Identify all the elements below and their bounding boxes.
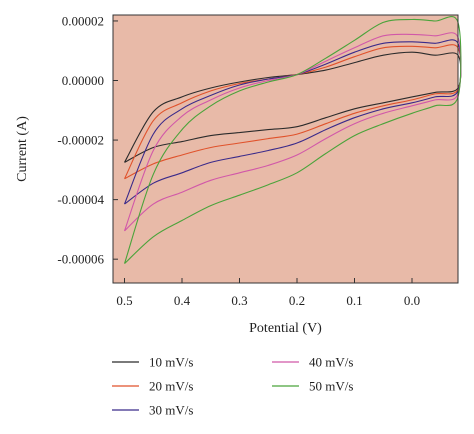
x-axis-title: Potential (V) [249,321,322,336]
legend: 10 mV/s 20 mV/s 30 mV/s 40 mV/s 50 mV/s [112,355,353,418]
legend-label: 50 mV/s [309,379,353,394]
y-tick-label: -0.00006 [57,252,104,267]
x-tick-label: 0.5 [116,293,132,308]
plot-area [113,15,458,283]
y-tick-label: -0.00004 [57,192,104,207]
x-axis: 0.5 0.4 0.3 0.2 0.1 0.0 [116,278,420,308]
y-axis: 0.00002 0.00000 -0.00002 -0.00004 -0.00006 [57,13,118,267]
legend-label: 40 mV/s [309,355,353,370]
x-tick-label: 0.4 [174,293,191,308]
legend-label: 30 mV/s [149,403,193,418]
y-tick-label: 0.00000 [62,73,104,88]
x-tick-label: 0.2 [289,293,305,308]
y-axis-title: Current (A) [15,116,30,182]
series-line-50-mv-s [123,16,462,265]
legend-label: 10 mV/s [149,355,193,370]
y-tick-label: -0.00002 [57,133,104,148]
legend-label: 20 mV/s [149,379,193,394]
curve-layer [123,16,462,265]
y-tick-label: 0.00002 [62,13,104,28]
x-tick-label: 0.1 [346,293,362,308]
x-tick-label: 0.0 [404,293,420,308]
x-tick-label: 0.3 [231,293,247,308]
plot-frame [112,14,459,284]
